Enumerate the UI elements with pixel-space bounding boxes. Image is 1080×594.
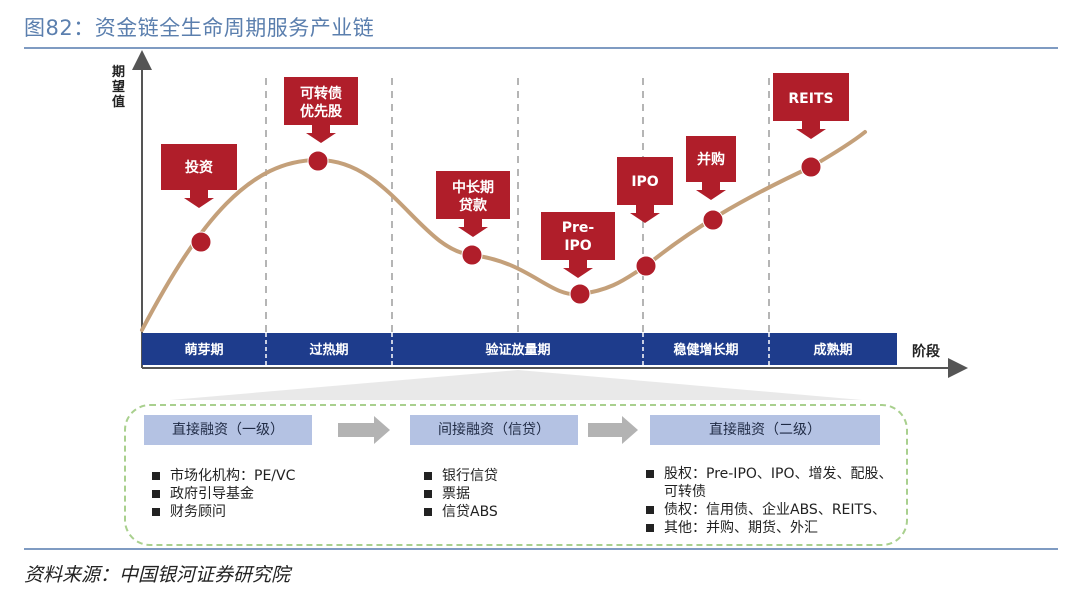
callout-reits-label: REITS xyxy=(788,91,833,107)
lifecycle-diagram: 期 望 值 阶段 萌芽期 过热期 验证放量期 稳健增长期 成熟期 xyxy=(112,50,968,400)
callout-convertible-line2: 优先股 xyxy=(300,103,343,120)
figure-title: 图82：资金链全生命周期服务产业链 xyxy=(24,16,375,40)
list-item: 银行信贷 xyxy=(424,467,498,485)
list-item: 其他：并购、期货、外汇 xyxy=(646,519,902,537)
list-item: 信贷ABS xyxy=(424,503,498,521)
callout-loan-line1: 中长期 xyxy=(452,179,494,196)
stage-point xyxy=(190,231,212,253)
stage-label-mature: 成熟期 xyxy=(813,342,852,358)
list-item: 政府引导基金 xyxy=(152,485,295,503)
list-item: 票据 xyxy=(424,485,498,503)
lifecycle-curve xyxy=(140,130,867,332)
footer-rule xyxy=(24,548,1058,550)
callout-convertible xyxy=(284,77,358,125)
stage-point xyxy=(569,283,591,305)
callout-invest-label: 投资 xyxy=(185,159,213,176)
y-axis-label-1: 期 xyxy=(112,65,125,80)
stage-label-steady: 稳健增长期 xyxy=(673,342,738,358)
stage-label-sprout: 萌芽期 xyxy=(184,342,223,358)
callout-invest xyxy=(161,144,237,190)
stage-point xyxy=(635,255,657,277)
stage-point xyxy=(702,209,724,231)
callout-reits xyxy=(773,73,849,121)
callout-preipo-line2: IPO xyxy=(564,238,591,254)
zoom-funnel xyxy=(170,370,863,400)
financing-panel xyxy=(124,404,908,546)
callout-preipo-line1: Pre- xyxy=(562,220,595,236)
stage-point xyxy=(461,244,483,266)
callout-ipo-label: IPO xyxy=(631,174,658,190)
header-direct-secondary: 直接融资（二级） xyxy=(650,415,880,445)
header-direct-primary: 直接融资（一级） xyxy=(144,415,312,445)
callout-convertible-line1: 可转债 xyxy=(300,85,342,102)
header-indirect-credit: 间接融资（信贷） xyxy=(410,415,578,445)
y-axis-label-3: 值 xyxy=(112,94,125,110)
x-axis-label: 阶段 xyxy=(912,343,940,360)
stage-point xyxy=(307,150,329,172)
y-axis-label-2: 望 xyxy=(112,79,125,95)
callout-ipo xyxy=(617,157,673,205)
stage-label-overheat: 过热期 xyxy=(309,342,348,358)
list-item: 股权：Pre-IPO、IPO、增发、配股、 可转债 xyxy=(646,465,902,501)
stage-label-validation: 验证放量期 xyxy=(485,342,550,358)
stage-point xyxy=(800,156,822,178)
source-note: 资料来源：中国银河证券研究院 xyxy=(24,564,291,586)
stage-bar xyxy=(142,333,897,365)
list-direct-secondary: 股权：Pre-IPO、IPO、增发、配股、 可转债 债权：信用债、企业ABS、R… xyxy=(646,465,902,537)
callout-preipo xyxy=(541,212,615,260)
callout-ma xyxy=(686,136,736,182)
title-rule xyxy=(24,47,1058,49)
callout-loan xyxy=(436,171,510,219)
list-item: 债权：信用债、企业ABS、REITS、 xyxy=(646,501,902,519)
callout-loan-line2: 贷款 xyxy=(459,197,488,214)
list-direct-primary: 市场化机构：PE/VC 政府引导基金 财务顾问 xyxy=(152,467,295,521)
list-item: 财务顾问 xyxy=(152,503,295,521)
callout-ma-label: 并购 xyxy=(697,151,725,168)
list-indirect-credit: 银行信贷 票据 信贷ABS xyxy=(424,467,498,521)
list-item: 市场化机构：PE/VC xyxy=(152,467,295,485)
